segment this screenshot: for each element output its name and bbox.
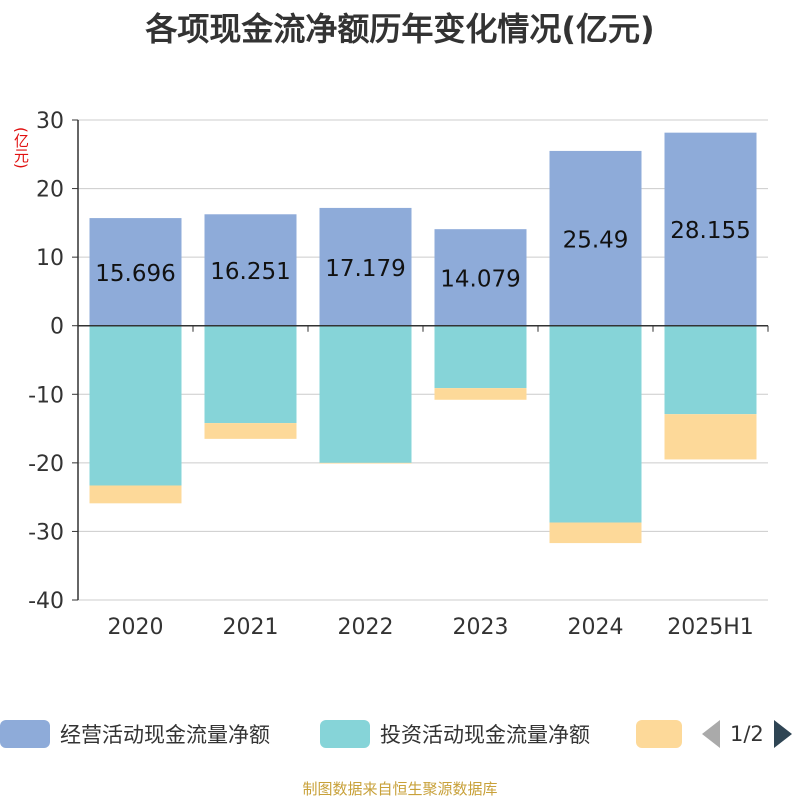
x-tick-label: 2021 xyxy=(223,615,279,640)
bar-series0-2021[interactable] xyxy=(204,214,297,326)
bar-series1-2020[interactable] xyxy=(89,325,182,486)
y-axis-unit-label: (亿元) xyxy=(12,127,30,169)
y-tick-label: 0 xyxy=(50,315,64,340)
x-tick-label: 2025H1 xyxy=(667,615,754,640)
y-tick-label: -30 xyxy=(28,520,64,545)
bar-series0-2022[interactable] xyxy=(319,207,412,326)
legend-swatch-investing xyxy=(320,720,370,748)
legend-swatch-operating xyxy=(0,720,50,748)
bar-series1-2022[interactable] xyxy=(319,325,412,463)
y-tick-label: 10 xyxy=(36,246,64,271)
legend-item-operating[interactable]: 经营活动现金流量净额 xyxy=(0,716,270,752)
data-label: 25.49 xyxy=(563,227,629,253)
grid-lines xyxy=(78,119,768,601)
bar-series2-2022[interactable] xyxy=(319,462,412,464)
y-tick-label: -10 xyxy=(28,383,64,408)
bars xyxy=(89,132,757,544)
legend-next-arrow-icon[interactable] xyxy=(773,720,792,748)
bar-series2-2020[interactable] xyxy=(89,485,182,504)
bar-series0-2025H1[interactable] xyxy=(664,132,757,326)
x-tick-label: 2023 xyxy=(453,615,509,640)
data-source-note: 制图数据来自恒生聚源数据库 xyxy=(302,780,498,798)
data-label: 15.696 xyxy=(95,261,175,287)
bar-series0-2024[interactable] xyxy=(549,150,642,326)
bar-series2-2025H1[interactable] xyxy=(664,414,757,460)
bar-series2-2023[interactable] xyxy=(434,388,527,400)
y-tick-label: 30 xyxy=(36,109,64,134)
bar-series2-2024[interactable] xyxy=(549,522,642,544)
chart-title: 各项现金流净额历年变化情况(亿元) xyxy=(145,10,655,48)
bar-series1-2024[interactable] xyxy=(549,325,642,523)
y-tick-label: -40 xyxy=(28,589,64,614)
legend-pager: 1/2 xyxy=(702,716,792,752)
x-tick-label: 2022 xyxy=(338,615,394,640)
bar-series1-2021[interactable] xyxy=(204,325,297,424)
legend: 经营活动现金流量净额 投资活动现金流量净额 1/2 xyxy=(0,716,800,756)
y-tick-label: 20 xyxy=(36,178,64,203)
legend-swatch-third xyxy=(636,720,682,748)
legend-item-third[interactable] xyxy=(636,716,682,752)
x-tick-label: 2020 xyxy=(108,615,164,640)
legend-prev-arrow-icon[interactable] xyxy=(702,720,720,748)
bar-series0-2023[interactable] xyxy=(434,229,527,326)
data-label: 28.155 xyxy=(670,218,750,244)
data-label: 16.251 xyxy=(210,259,290,285)
bar-series1-2025H1[interactable] xyxy=(664,325,757,415)
data-label: 17.179 xyxy=(325,256,405,282)
bar-series2-2021[interactable] xyxy=(204,423,297,439)
bar-series1-2023[interactable] xyxy=(434,325,527,389)
axes: 30 20 10 0 -10 -20 -30 -40 2020 2021 2022 2023 2024 2… xyxy=(28,109,769,640)
legend-page-indicator: 1/2 xyxy=(730,722,764,746)
bar-series0-2020[interactable] xyxy=(89,218,182,326)
data-label: 14.079 xyxy=(440,266,520,292)
legend-label-investing: 投资活动现金流量净额 xyxy=(380,723,590,747)
data-labels: 15.696 16.251 17.179 14.079 25.49 28.155 xyxy=(95,218,750,292)
x-tick-label: 2024 xyxy=(568,615,624,640)
y-tick-label: -20 xyxy=(28,452,64,477)
legend-item-investing[interactable]: 投资活动现金流量净额 xyxy=(320,716,590,752)
legend-label-operating: 经营活动现金流量净额 xyxy=(60,723,270,747)
